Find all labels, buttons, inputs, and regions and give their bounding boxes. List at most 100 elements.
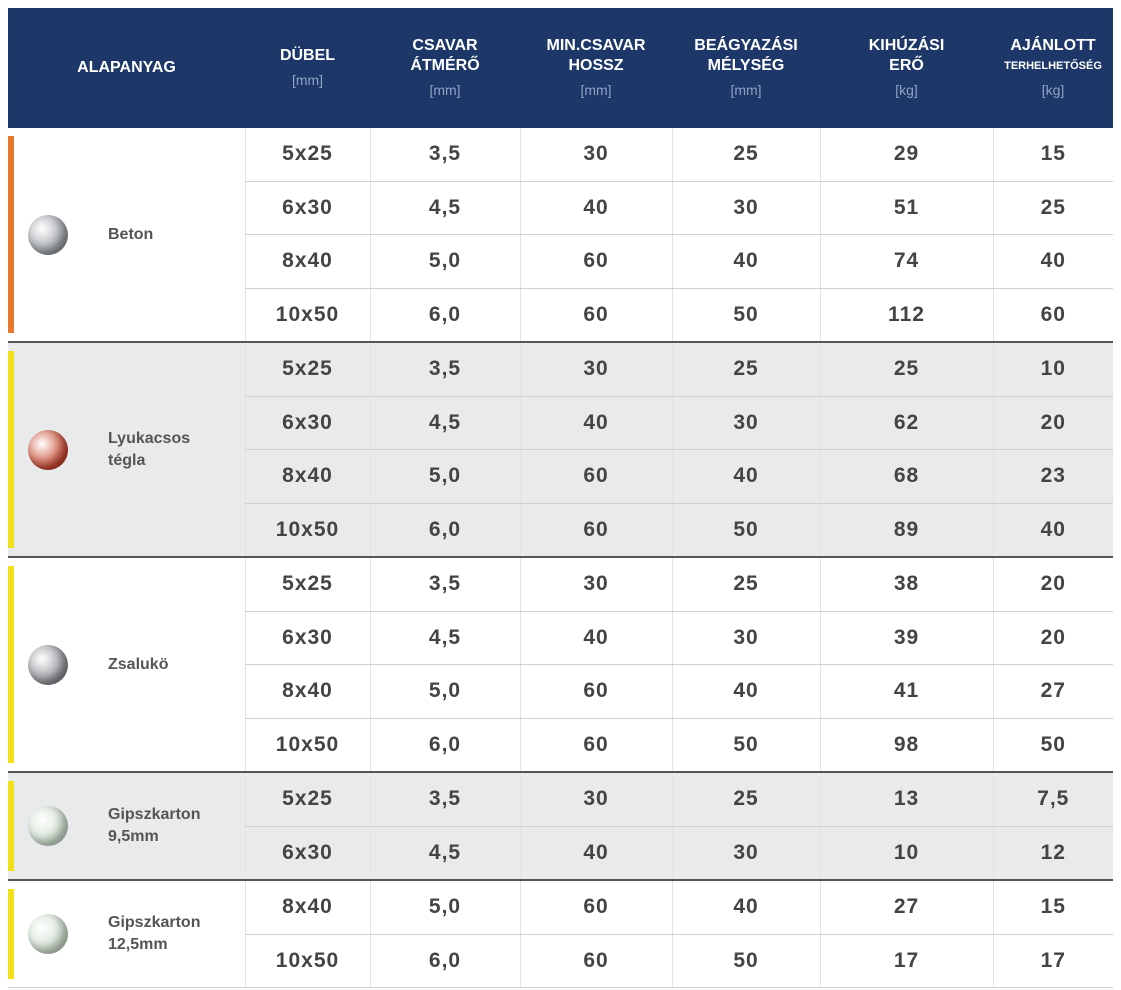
data-cell: 5x25 [245, 772, 370, 826]
data-cell: 8x40 [245, 665, 370, 719]
data-cell: 50 [672, 503, 820, 557]
table-row: Gipszkarton12,5mm8x405,060402715 [8, 880, 1113, 934]
data-cell: 89 [820, 503, 993, 557]
header-text: AJÁNLOTT [993, 36, 1113, 56]
data-cell: 4,5 [370, 181, 520, 235]
page: ALAPANYAGDÜBEL[mm]CSAVARÁTMÉRŐ[mm]MIN.CS… [0, 0, 1121, 990]
data-cell: 5,0 [370, 235, 520, 289]
material-label: Lyukacsostégla [108, 428, 190, 472]
data-cell: 60 [520, 503, 672, 557]
material-label: Beton [108, 224, 153, 246]
data-cell: 40 [672, 880, 820, 934]
data-cell: 29 [820, 128, 993, 181]
data-cell: 6,0 [370, 503, 520, 557]
accent-bar [8, 351, 14, 548]
data-cell: 10x50 [245, 503, 370, 557]
material-text: tégla [108, 450, 190, 472]
header-text: DÜBEL [245, 46, 370, 66]
data-cell: 5x25 [245, 557, 370, 611]
data-cell: 4,5 [370, 396, 520, 450]
data-cell: 40 [993, 235, 1113, 289]
data-cell: 3,5 [370, 557, 520, 611]
data-cell: 25 [672, 128, 820, 181]
data-cell: 20 [993, 396, 1113, 450]
data-cell: 25 [672, 772, 820, 826]
data-cell: 62 [820, 396, 993, 450]
data-cell: 30 [520, 772, 672, 826]
data-cell: 4,5 [370, 611, 520, 665]
data-cell: 6,0 [370, 934, 520, 988]
data-cell: 38 [820, 557, 993, 611]
header-text: HOSSZ [520, 56, 672, 76]
data-cell: 5x25 [245, 128, 370, 181]
data-cell: 30 [520, 342, 672, 396]
data-cell: 30 [520, 557, 672, 611]
data-cell: 30 [672, 611, 820, 665]
header-text: MIN.CSAVAR [520, 36, 672, 56]
data-cell: 40 [520, 396, 672, 450]
material-text: Gipszkarton [108, 912, 200, 934]
data-cell: 30 [672, 396, 820, 450]
material-text: Beton [108, 224, 153, 246]
header-text: CSAVAR [370, 36, 520, 56]
header-text: ÁTMÉRŐ [370, 56, 520, 76]
data-cell: 23 [993, 450, 1113, 504]
data-cell: 6,0 [370, 288, 520, 342]
data-cell: 20 [993, 611, 1113, 665]
data-cell: 6x30 [245, 396, 370, 450]
accent-bar [8, 566, 14, 763]
data-cell: 10 [993, 342, 1113, 396]
header-text: MÉLYSÉG [672, 56, 820, 76]
material-icon [28, 806, 68, 846]
data-cell: 30 [672, 826, 820, 880]
data-cell: 60 [520, 235, 672, 289]
data-cell: 17 [993, 934, 1113, 988]
data-cell: 40 [672, 450, 820, 504]
data-cell: 27 [820, 880, 993, 934]
material-icon [28, 914, 68, 954]
material-text: Lyukacsos [108, 428, 190, 450]
data-cell: 60 [520, 880, 672, 934]
data-cell: 10x50 [245, 718, 370, 772]
header-unit: [mm] [672, 80, 820, 100]
data-cell: 25 [672, 557, 820, 611]
data-cell: 3,5 [370, 772, 520, 826]
header-unit: [kg] [820, 80, 993, 100]
data-cell: 50 [672, 288, 820, 342]
data-cell: 8x40 [245, 880, 370, 934]
data-cell: 5,0 [370, 880, 520, 934]
data-cell: 40 [993, 503, 1113, 557]
data-cell: 39 [820, 611, 993, 665]
data-cell: 4,5 [370, 826, 520, 880]
data-cell: 60 [520, 288, 672, 342]
data-cell: 40 [520, 181, 672, 235]
data-cell: 25 [993, 181, 1113, 235]
header-cell: DÜBEL[mm] [245, 8, 370, 128]
data-cell: 60 [520, 718, 672, 772]
data-cell: 20 [993, 557, 1113, 611]
table-row: Lyukacsostégla5x253,530252510 [8, 342, 1113, 396]
header-text: BEÁGYAZÁSI [672, 36, 820, 56]
data-cell: 50 [993, 718, 1113, 772]
data-cell: 15 [993, 880, 1113, 934]
data-cell: 7,5 [993, 772, 1113, 826]
data-cell: 5,0 [370, 450, 520, 504]
accent-bar [8, 781, 14, 871]
material-text: Gipszkarton [108, 804, 200, 826]
data-cell: 10x50 [245, 288, 370, 342]
material-text: Zsalukö [108, 654, 168, 676]
data-cell: 3,5 [370, 128, 520, 181]
data-cell: 10 [820, 826, 993, 880]
header-text: ALAPANYAG [8, 58, 245, 78]
material-icon [28, 645, 68, 685]
